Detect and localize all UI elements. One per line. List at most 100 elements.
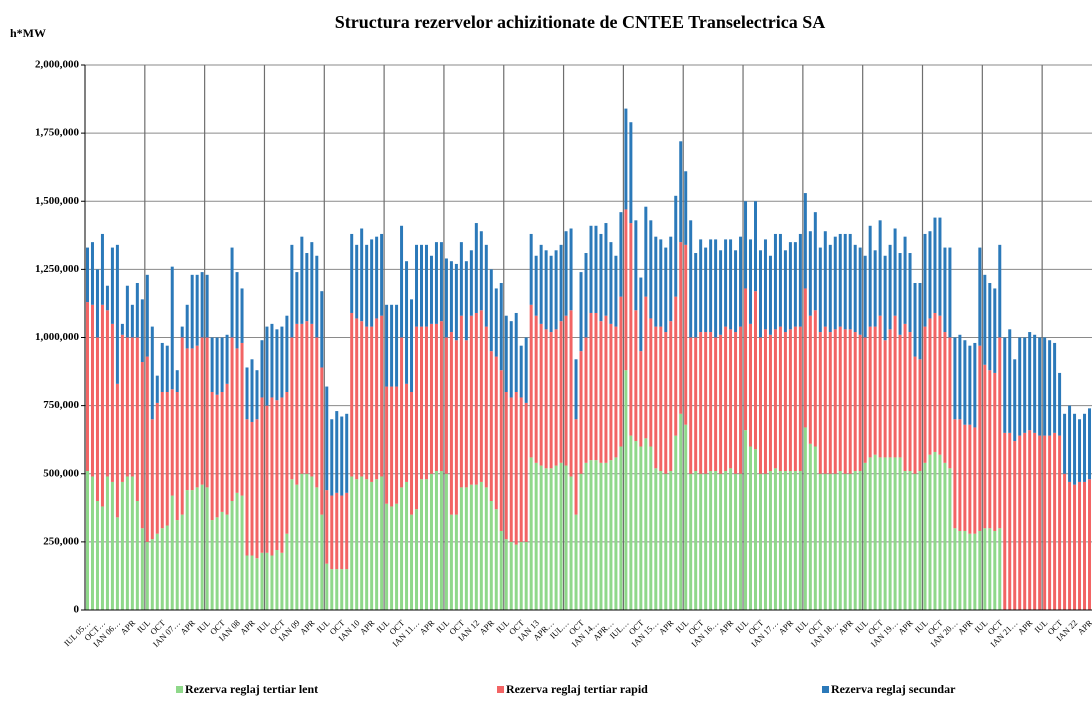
bar-segment (400, 487, 404, 610)
bar-segment (180, 326, 184, 338)
bar-segment (350, 233, 354, 313)
bar-segment (280, 552, 284, 610)
bar-segment (634, 220, 638, 311)
bar-segment (305, 253, 309, 322)
bar-segment (893, 457, 897, 610)
bar-segment (539, 244, 543, 324)
bar-segment (474, 223, 478, 313)
bar-segment (524, 337, 528, 403)
bar-segment (943, 462, 947, 610)
bar-segment (385, 503, 389, 610)
bar-segment (574, 514, 578, 610)
bar-segment (1008, 432, 1012, 610)
bar-segment (569, 310, 573, 477)
bar-segment (873, 454, 877, 610)
bar-segment (1073, 484, 1077, 610)
bar-segment (215, 394, 219, 518)
bar-segment (948, 337, 952, 469)
bar-segment (659, 326, 663, 472)
bar-segment (768, 471, 772, 610)
bar-segment (898, 457, 902, 610)
bar-segment (614, 457, 618, 610)
bar-segment (235, 348, 239, 493)
bar-segment (619, 212, 623, 297)
bar-segment (325, 386, 329, 491)
bar-segment (215, 337, 219, 395)
bar-segment (185, 304, 189, 349)
bar-segment (709, 332, 713, 472)
bar-segment (260, 397, 264, 553)
bar-segment (1033, 432, 1037, 610)
bar-segment (230, 337, 234, 501)
bar-segment (773, 233, 777, 330)
bar-segment (519, 345, 523, 398)
bar-segment (604, 315, 608, 463)
bar-segment (609, 460, 613, 610)
bar-segment (729, 239, 733, 330)
bar-segment (634, 310, 638, 442)
bar-segment (699, 473, 703, 610)
bar-segment (529, 233, 533, 305)
bar-segment (290, 337, 294, 480)
bar-segment (938, 217, 942, 316)
bar-segment (340, 569, 344, 610)
bar-segment (898, 334, 902, 458)
bar-segment (489, 269, 493, 352)
bar-segment (370, 326, 374, 482)
bar-segment (1013, 359, 1017, 442)
bar-segment (514, 544, 518, 610)
bar-segment (803, 288, 807, 428)
bar-segment (823, 326, 827, 474)
bar-segment (828, 473, 832, 610)
bar-segment (599, 233, 603, 322)
bar-segment (674, 296, 678, 436)
bar-segment (589, 225, 593, 313)
bar-segment (963, 530, 967, 610)
bar-segment (285, 533, 289, 610)
bar-segment (958, 334, 962, 420)
bar-segment (220, 392, 224, 512)
bar-segment (684, 424, 688, 610)
bar-segment (763, 329, 767, 474)
bar-segment (933, 312, 937, 452)
bar-segment (903, 323, 907, 472)
bar-segment (479, 310, 483, 482)
bar-segment (858, 247, 862, 335)
bar-segment (868, 225, 872, 327)
bar-segment (1033, 334, 1037, 433)
bar-segment (863, 462, 867, 610)
bar-segment (719, 473, 723, 610)
bar-segment (634, 441, 638, 610)
bar-segment (509, 321, 513, 398)
bar-segment (265, 326, 269, 406)
bar-segment (484, 244, 488, 327)
bar-segment (868, 326, 872, 458)
bar-segment (888, 329, 892, 458)
bar-segment (190, 274, 194, 349)
bar-segment (574, 419, 578, 515)
bar-segment (350, 476, 354, 610)
bar-segment (629, 122, 633, 224)
bar-segment (1053, 432, 1057, 610)
bar-segment (823, 231, 827, 327)
bar-segment (1058, 372, 1062, 436)
bar-segment (679, 141, 683, 243)
bar-segment (400, 337, 404, 488)
bar-segment (405, 383, 409, 482)
bar-segment (504, 539, 508, 610)
bar-segment (883, 255, 887, 341)
bar-segment (85, 302, 89, 472)
bar-segment (544, 250, 548, 330)
bar-segment (973, 533, 977, 610)
bar-segment (195, 487, 199, 610)
bar-segment (140, 299, 144, 363)
bar-segment (644, 206, 648, 297)
bar-segment (195, 345, 199, 488)
bar-segment (1023, 432, 1027, 610)
bar-segment (150, 326, 154, 420)
bar-segment (709, 471, 713, 610)
bar-segment (270, 323, 274, 398)
bar-segment (449, 514, 453, 610)
bar-segment (724, 239, 728, 327)
bar-segment (1078, 419, 1082, 482)
